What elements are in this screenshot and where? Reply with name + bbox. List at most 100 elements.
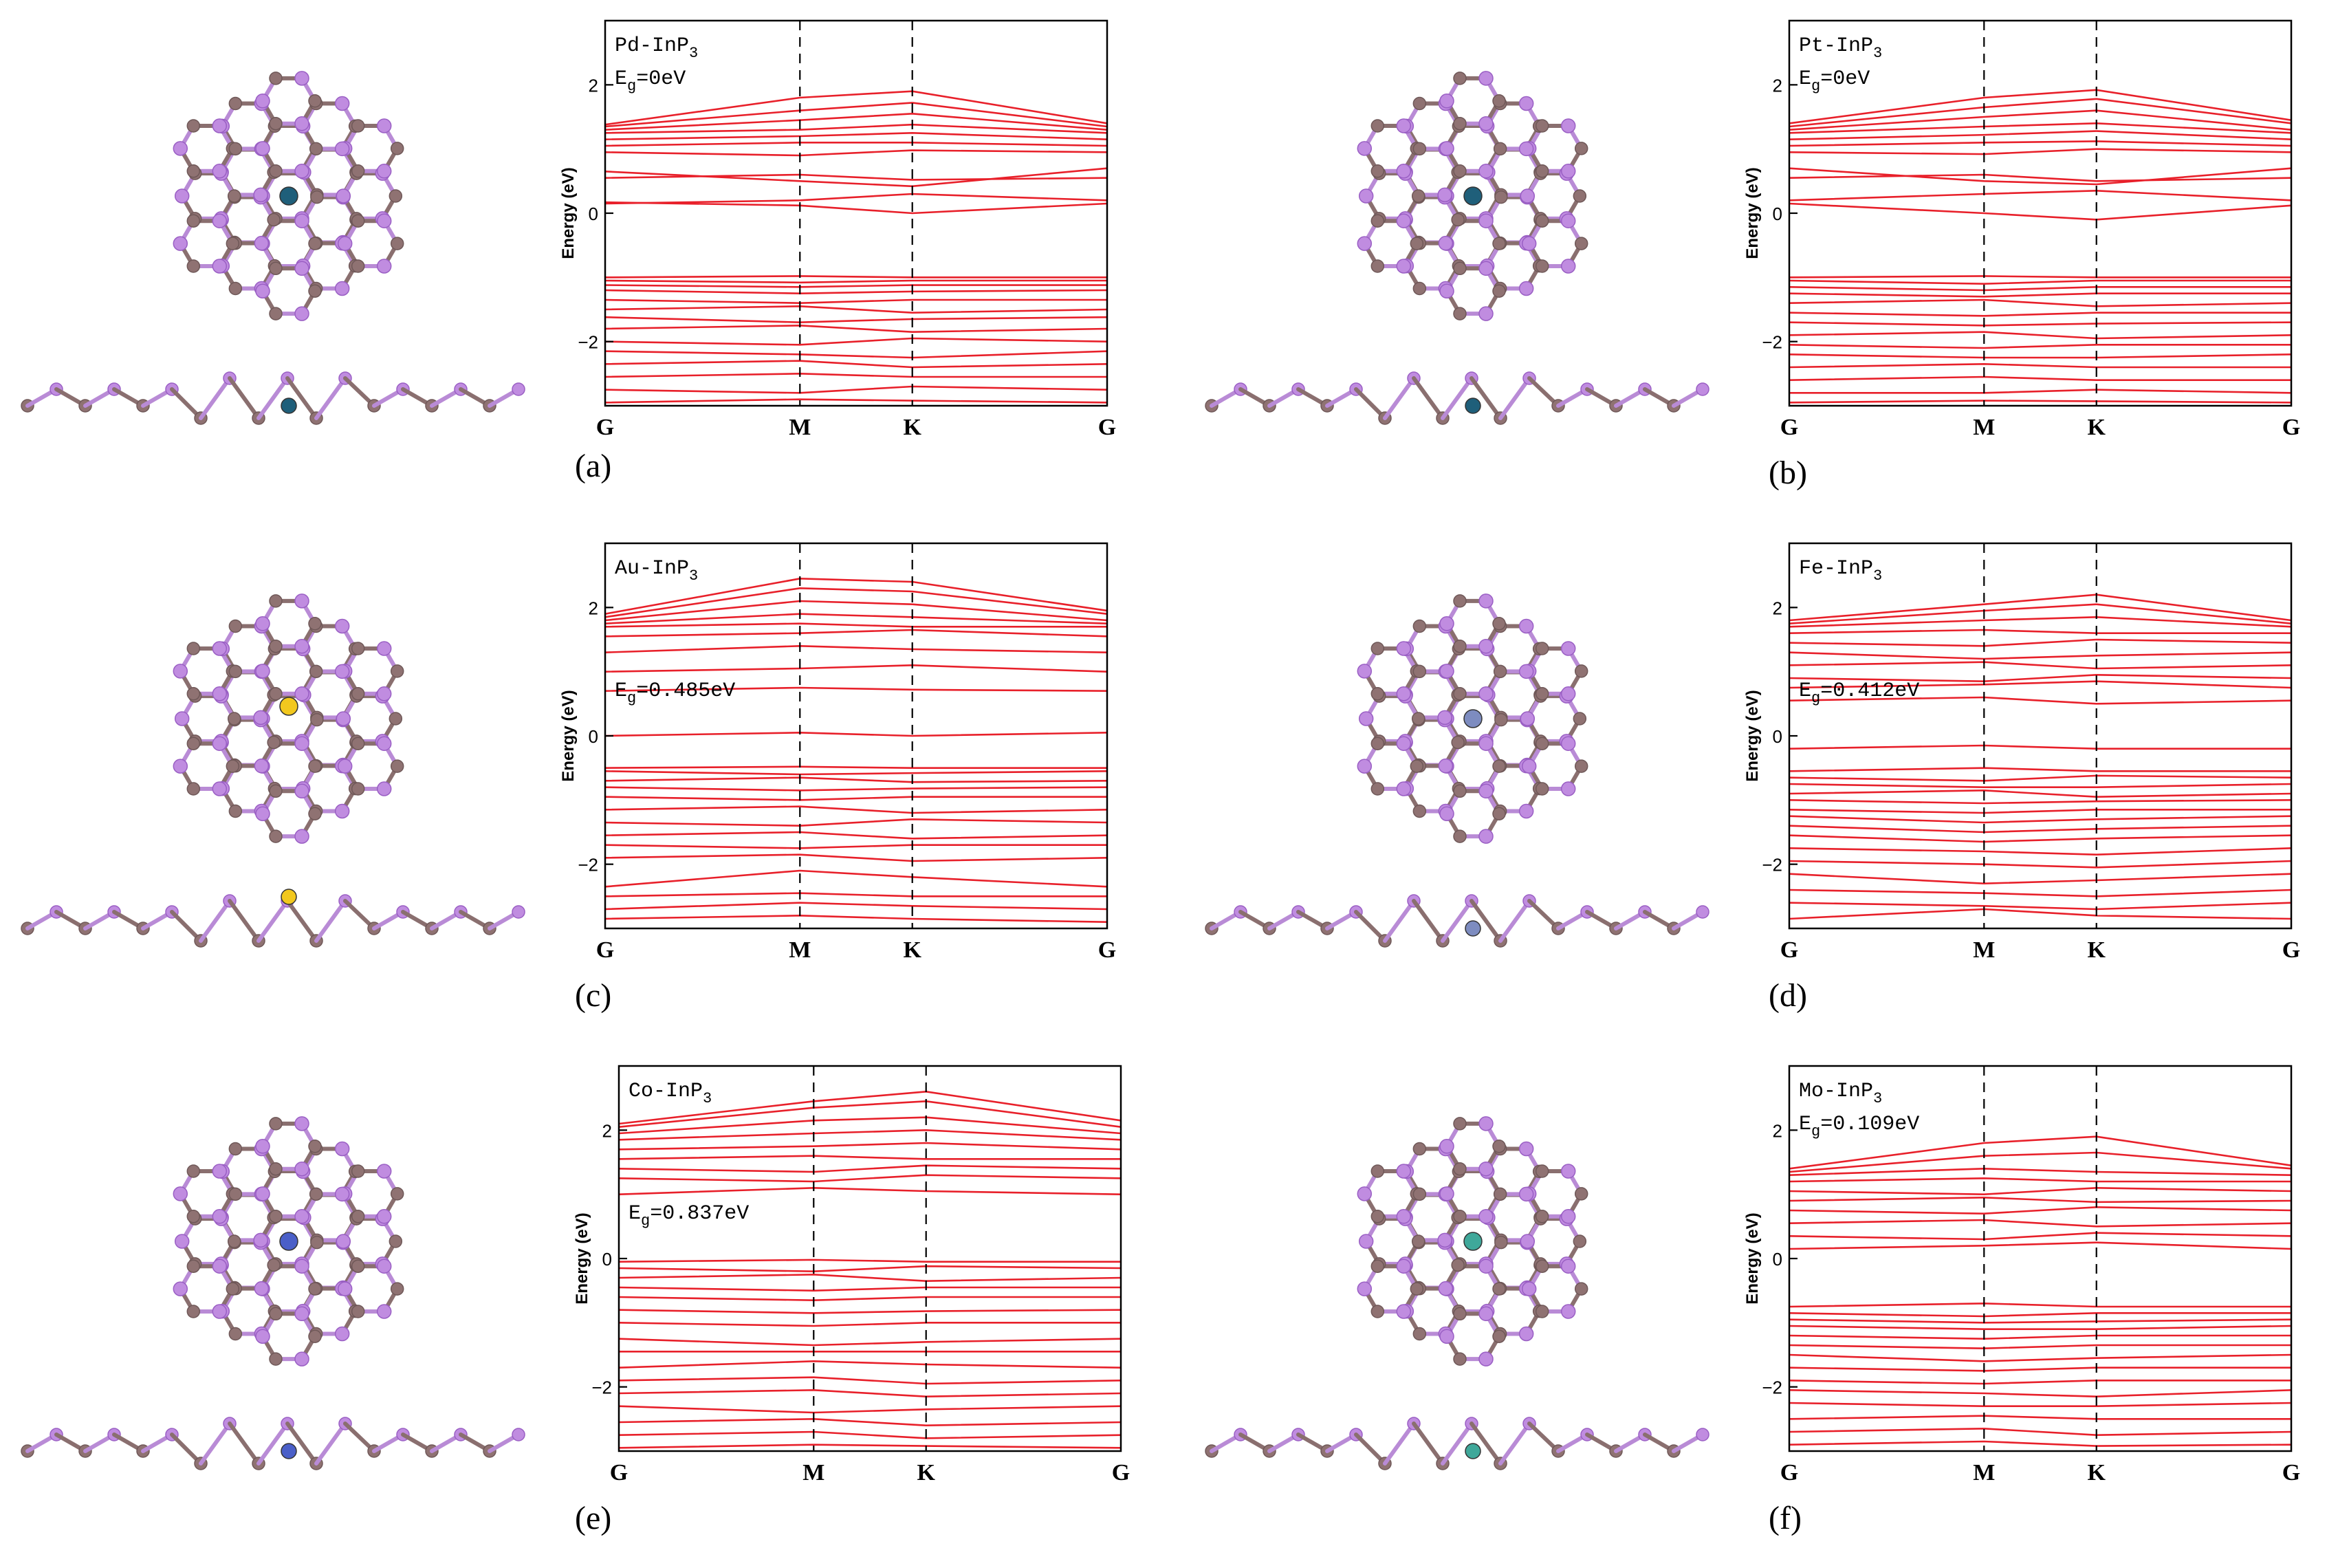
x-tick-label: G [1780,1460,1798,1485]
band-lines [605,578,1107,923]
band-line-vb3 [605,776,1107,783]
band-line-vb14 [1789,400,2291,404]
y-tick-label: 0 [1773,726,1782,747]
molecule-structure-f [1205,1116,1709,1470]
band-line-vb9 [1789,1380,2291,1385]
band-line-vb10 [619,1360,1121,1369]
atom-network [173,1116,404,1366]
band-line-cb9 [1789,1151,2291,1173]
band-line-cb6 [605,622,1107,628]
band-line-vb12 [605,373,1107,378]
y-tick-label: 0 [1773,1249,1782,1270]
band-line-vb14 [1789,902,2291,911]
band-line-cb5 [605,149,1107,157]
band-line-cb4 [605,167,1107,188]
band-line-vb11 [605,360,1107,369]
band-line-cb3 [1789,680,2291,689]
y-tick-label: −2 [1762,1378,1782,1398]
band-line-cb8 [1789,122,2291,134]
bond-network [178,598,400,839]
band-line-vb7 [619,1322,1121,1327]
x-tick-label: K [2087,1460,2106,1485]
side-view [21,889,525,948]
dopant-atom-side [1465,1443,1481,1459]
band-line-cb11 [605,90,1107,126]
atom-network [173,594,404,844]
material-title: Pt-InP3 [1799,34,1882,62]
y-axis-label: Energy (eV) [1743,167,1762,259]
band-line-cb11 [1789,594,2291,622]
y-axis-label: Energy (eV) [1743,690,1762,781]
band-line-cb7 [1789,1177,2291,1183]
panel-e: −2 0 2 G M K G Energy (eV) Co-InP3 Eg=0.837eV (e) [0,1045,1164,1568]
band-line-cb3 [619,1164,1121,1173]
band-line-cb7 [605,132,1107,140]
band-line-vb7 [605,316,1107,323]
band-line-cb3 [1789,1219,2291,1228]
band-line-vb12 [1789,1415,2291,1420]
band-line-vb11 [1789,860,2291,869]
side-view [21,1417,525,1470]
band-line-vb7 [1789,1353,2291,1362]
x-tick-label: K [2087,937,2106,963]
band-line-vb8 [605,831,1107,840]
panel-a: −2 0 2 G M K G Energy (eV) Pd-InP3 Eg=0eV (a) [0,0,1164,523]
band-line-vb1 [605,765,1107,769]
band-line-vb6 [619,1309,1121,1314]
band-line-vb2 [605,770,1107,776]
molecule-structure-d [1205,594,1709,948]
band-gap-label: Eg=0.109eV [1799,1113,1919,1140]
y-tick-label: 2 [589,598,598,618]
band-line-vb4 [1789,292,2291,298]
band-line-vb14 [1789,1440,2291,1447]
band-line-cb9 [605,113,1107,131]
band-line-vb10 [1789,353,2291,359]
band-line-vb13 [1789,1428,2291,1436]
band-line-vb1 [619,1259,1121,1263]
band-line-cb3 [605,664,1107,673]
band-line-cb8 [1789,629,2291,634]
band-line-vb13 [1789,389,2291,394]
y-tick-label: 2 [1773,75,1782,96]
band-structure-plot-a: −2 0 2 G M K G Energy (eV) Pd-InP3 Eg=0eV [559,19,1116,440]
band-lines [605,90,1107,404]
x-tick-label: M [1973,415,1995,440]
band-line-vb6 [605,305,1107,314]
band-line-cb6 [1789,651,2291,660]
band-line-cb2 [1789,1232,2291,1241]
y-tick-label: −2 [1762,855,1782,875]
band-line-vb2 [1789,774,2291,782]
band-line-cb8 [605,600,1107,622]
panel-label-d: (d) [1769,977,1807,1014]
band-line-vb9 [605,337,1107,346]
band-line-cb10 [605,102,1107,128]
panel-c: −2 0 2 G M K G Energy (eV) Au-InP3 Eg=0.485eV (c) [0,523,1164,1045]
panel-label-a: (a) [575,448,612,484]
band-line-vb3 [1789,1318,2291,1324]
molecule-structure-e [21,1116,525,1470]
band-line-cb9 [619,1091,1121,1125]
panel-label-b: (b) [1769,455,1807,491]
band-line-cb6 [605,142,1107,147]
band-line-cb5 [1789,1197,2291,1204]
dopant-atom [279,1232,298,1251]
band-line-cb2 [605,193,1107,205]
x-tick-label: K [903,937,921,963]
band-gap-label: Eg=0.837eV [629,1202,749,1230]
band-line-cb2 [619,1174,1121,1183]
band-line-vb3 [605,284,1107,288]
band-line-cb1 [605,732,1107,737]
band-line-cb10 [1789,98,2291,128]
band-line-vb8 [1789,825,2291,834]
atom-network [1357,71,1588,321]
dopant-atom [279,186,298,206]
band-line-cb9 [1789,616,2291,628]
band-line-cb4 [619,1155,1121,1160]
band-line-vb6 [1789,1344,2291,1349]
y-axis-label: Energy (eV) [559,690,578,781]
y-axis-label: Energy (eV) [559,167,578,259]
band-line-cb5 [1789,148,2291,155]
band-line-cb2 [1789,190,2291,202]
band-line-vb12 [1789,375,2291,381]
dopant-atom-side [281,398,297,414]
